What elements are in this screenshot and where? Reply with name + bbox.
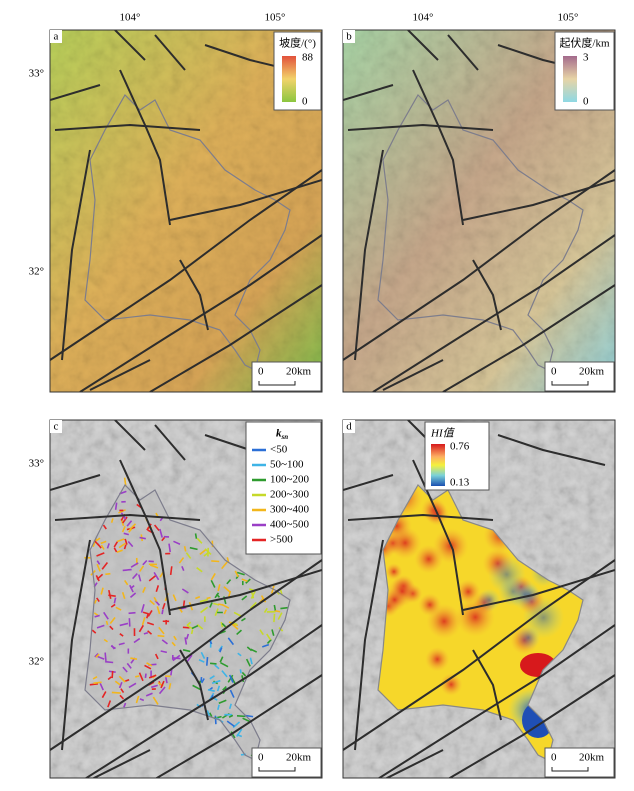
stream-segment <box>144 633 148 634</box>
legend-class: >500 <box>270 534 293 546</box>
stream-segment <box>280 608 287 609</box>
scale-length: 20km <box>286 752 312 764</box>
scale-length: 20km <box>286 366 312 378</box>
stream-segment <box>105 662 113 663</box>
latitude-label: 33° <box>29 68 44 80</box>
stream-segment <box>123 570 132 571</box>
hi-high <box>418 593 441 616</box>
stream-segment <box>158 636 165 637</box>
longitude-label: 104° <box>120 12 141 24</box>
stream-segment <box>116 503 117 510</box>
longitude-label: 104° <box>413 12 434 24</box>
longitude-label: 105° <box>265 12 286 24</box>
longitude-label: 105° <box>558 12 579 24</box>
stream-segment <box>218 604 223 605</box>
stream-segment <box>145 674 146 678</box>
legend-colorbar <box>431 444 445 486</box>
map-panel: a 104° 105° 33° 32° 坡度/(°) 88 0 0 20km <box>29 12 322 392</box>
stream-segment <box>129 613 136 614</box>
stream-segment <box>274 614 275 622</box>
stream-segment <box>196 533 197 538</box>
stream-segment <box>105 574 110 575</box>
legend-max: 3 <box>583 52 589 64</box>
scale-zero: 0 <box>258 366 264 378</box>
latitude-label: 32° <box>29 656 44 668</box>
stream-segment <box>162 609 163 614</box>
hi-high <box>389 527 422 560</box>
latitude-label: 33° <box>29 458 44 470</box>
scale-zero: 0 <box>551 366 557 378</box>
stream-segment <box>112 671 113 678</box>
stream-segment <box>185 546 186 551</box>
panel-label: c <box>54 421 59 433</box>
legend-max: 0.76 <box>450 441 470 453</box>
hi-high <box>440 673 462 695</box>
stream-segment <box>171 566 172 575</box>
legend-class: 100~200 <box>270 474 309 486</box>
stream-segment <box>201 677 202 682</box>
panel-label: a <box>54 31 59 43</box>
stream-segment <box>215 716 216 725</box>
panel-label: d <box>346 421 352 433</box>
legend-class: 300~400 <box>270 504 309 516</box>
stream-segment <box>210 663 216 664</box>
legend-class: 200~300 <box>270 489 309 501</box>
legend-title: HI值 <box>430 427 456 440</box>
stream-segment <box>207 598 211 599</box>
legend-title: 坡度/(°) <box>279 36 316 50</box>
panel-label: b <box>346 31 352 43</box>
stream-segment <box>211 561 219 562</box>
stream-segment <box>183 627 190 628</box>
scale-zero: 0 <box>258 752 264 764</box>
latitude-label: 32° <box>29 266 44 278</box>
stream-segment <box>135 676 139 677</box>
legend-title: 起伏度/km <box>559 36 610 50</box>
scale-zero: 0 <box>551 752 557 764</box>
hi-low <box>478 589 501 612</box>
hi-high <box>385 563 402 580</box>
map-panel: b 104° 105° 起伏度/km 3 0 0 20km <box>343 12 615 392</box>
legend-min: 0.13 <box>450 477 470 489</box>
stream-segment <box>192 630 193 634</box>
legend-class: <50 <box>270 444 288 456</box>
stream-segment <box>106 621 107 625</box>
legend-max: 88 <box>302 52 314 64</box>
stream-segment <box>221 622 222 627</box>
legend-class: 50~100 <box>270 459 304 471</box>
stream-segment <box>112 692 121 693</box>
legend-min: 0 <box>583 96 589 108</box>
stream-segment <box>130 658 137 659</box>
legend-class: 400~500 <box>270 519 309 531</box>
stream-segment <box>173 658 180 659</box>
stream-segment <box>240 669 241 673</box>
legend-colorbar <box>282 56 296 102</box>
stream-segment <box>105 653 106 661</box>
scale-length: 20km <box>579 752 605 764</box>
scale-length: 20km <box>579 366 605 378</box>
hi-high <box>425 647 449 671</box>
legend-title-sub: sn <box>281 433 289 441</box>
stream-segment <box>207 657 208 666</box>
stream-segment <box>237 716 245 717</box>
legend-min: 0 <box>302 96 308 108</box>
map-panel: c33°32°ksn<5050~100100~200200~300300~400… <box>29 420 322 782</box>
stream-segment <box>275 611 280 612</box>
stream-segment <box>93 682 101 683</box>
legend-colorbar <box>563 56 577 102</box>
